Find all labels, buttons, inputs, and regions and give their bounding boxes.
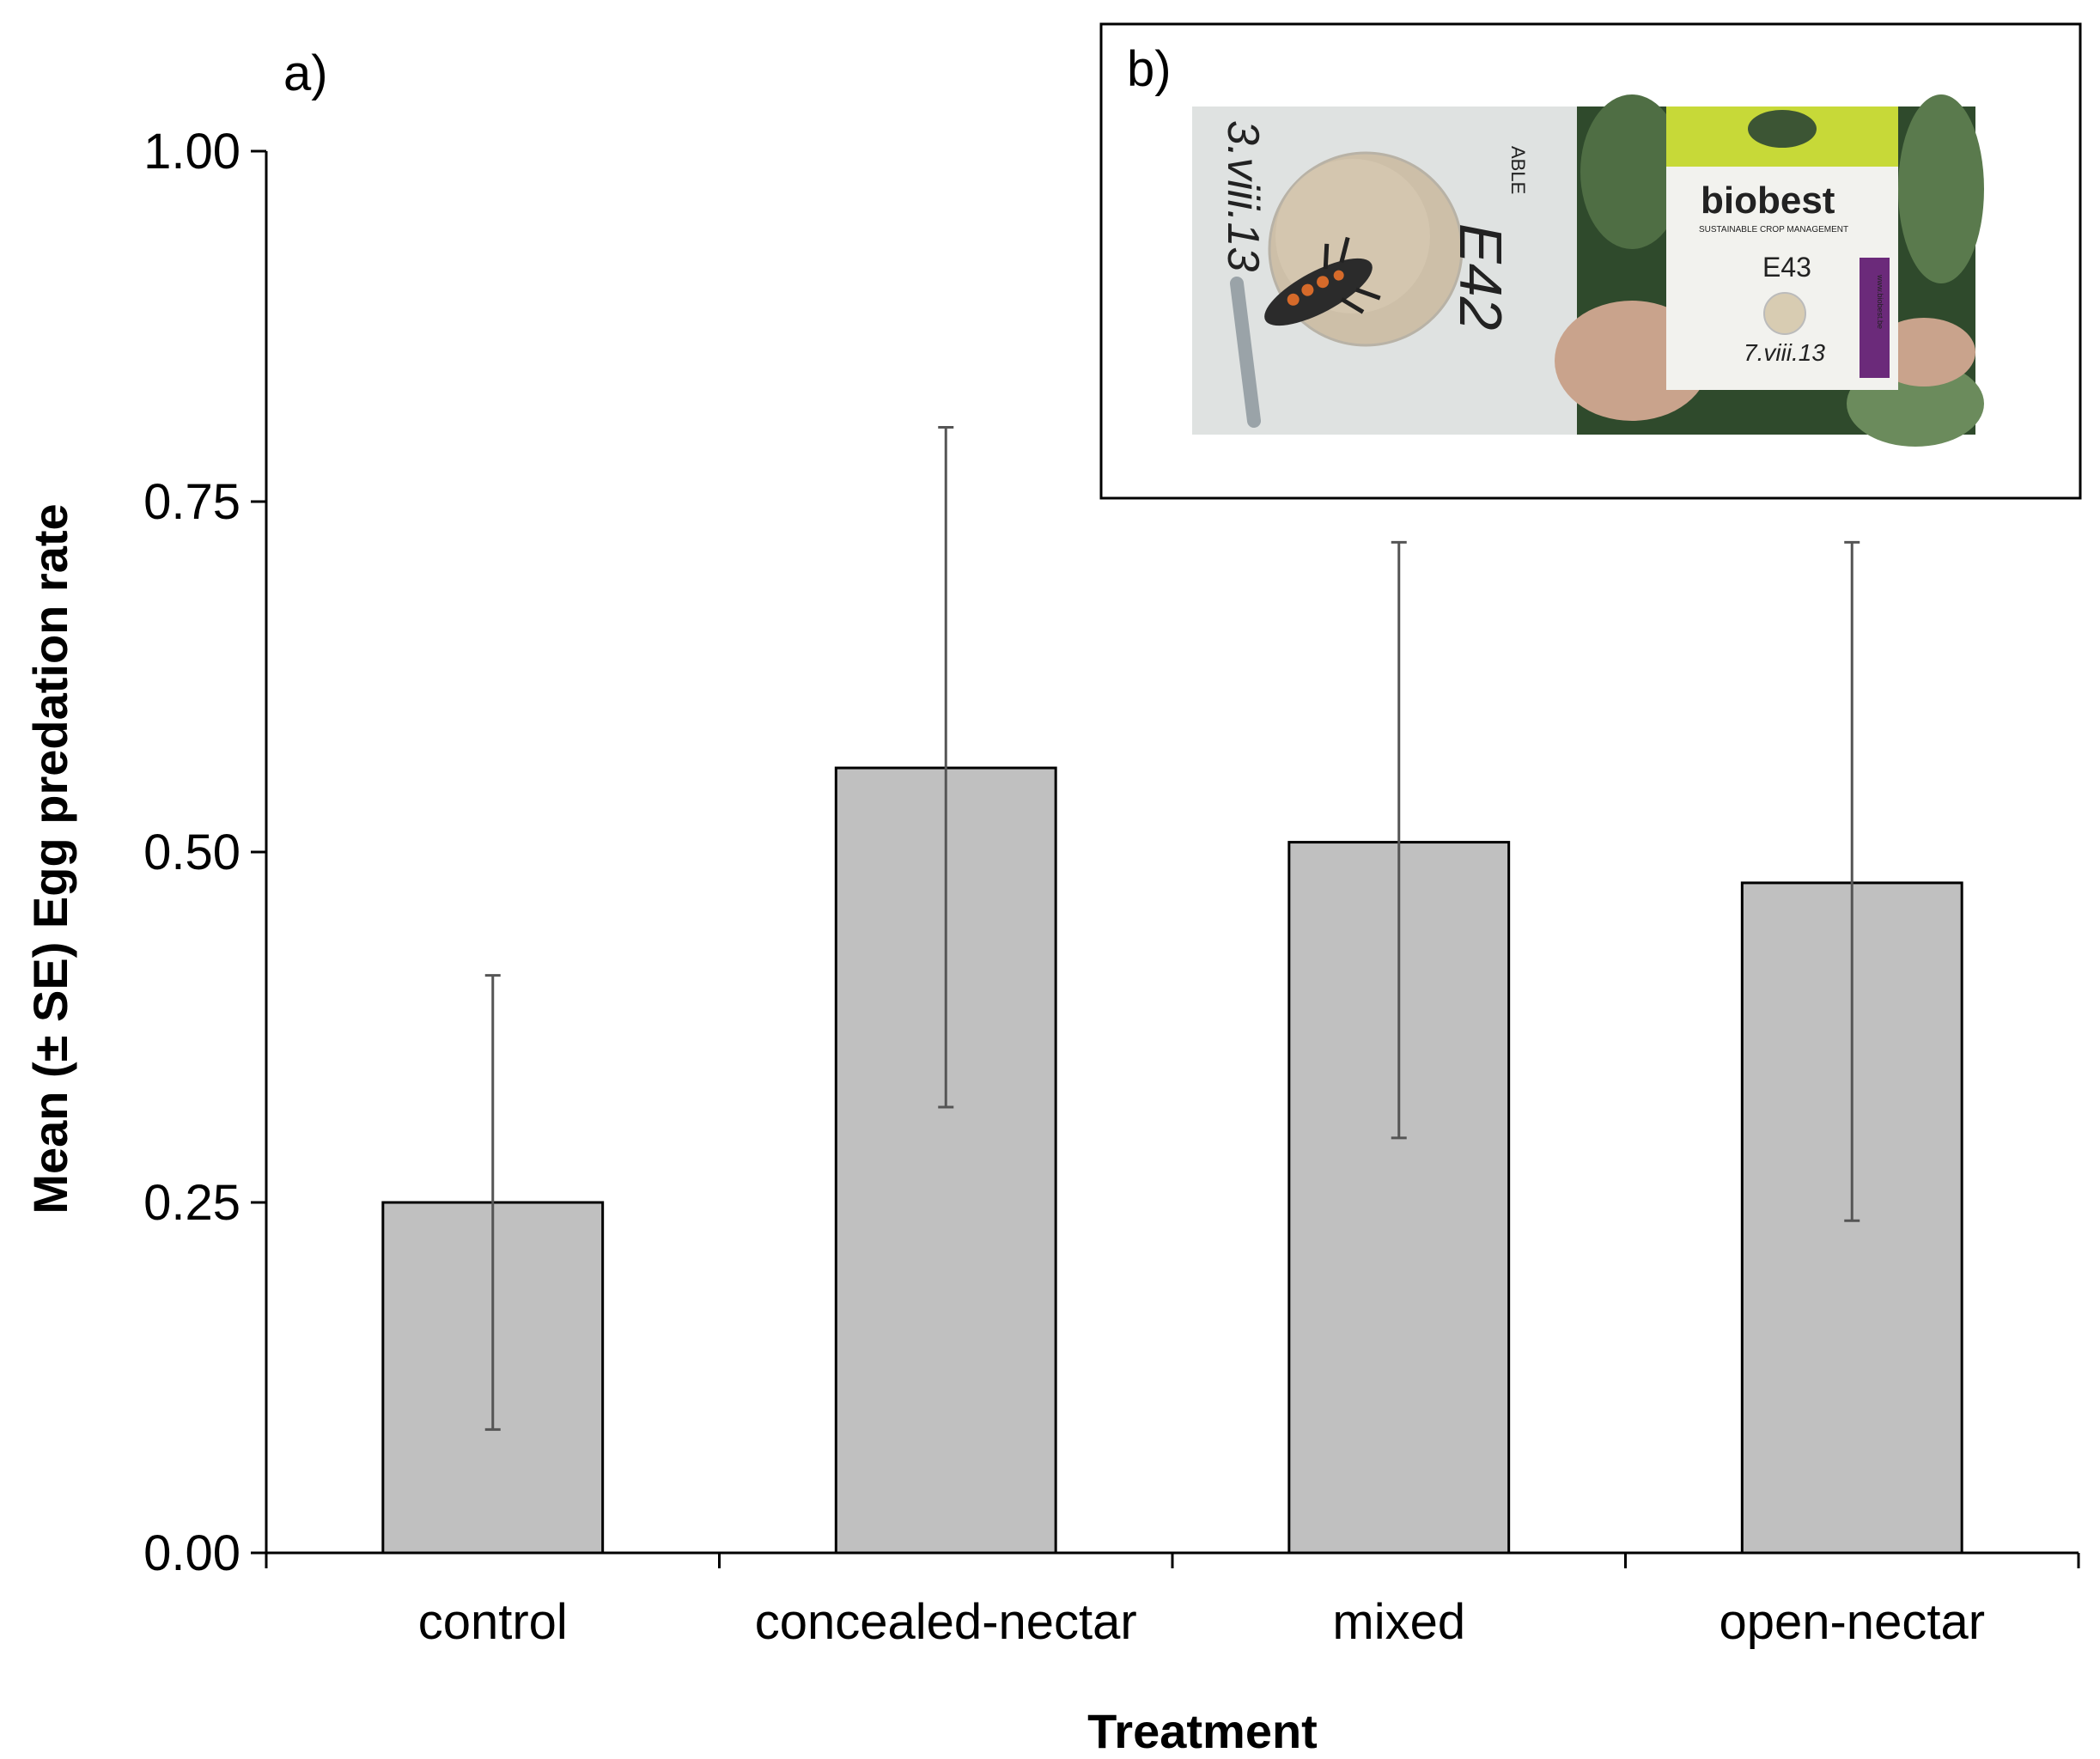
leaf-2 (1898, 94, 1984, 283)
card-right-egg-hole (1763, 292, 1806, 335)
bars (381, 766, 1963, 1555)
panel-label-a: a) (283, 46, 328, 101)
y-tick-label: 0.75 (143, 474, 240, 530)
panel-label-b: b) (1127, 41, 1172, 97)
y-tick-label: 0.00 (143, 1525, 240, 1581)
y-tick-label: 0.25 (143, 1175, 240, 1231)
leaf-1 (1580, 94, 1683, 249)
x-tick-label-concealed-nectar: concealed-nectar (755, 1594, 1137, 1650)
photo-biobest-card: biobest SUSTAINABLE CROP MANAGEMENT www.… (1555, 94, 1984, 447)
photo-larva-card: ABLE E42 3.viii.13 (1192, 107, 1577, 435)
error-bar-control (484, 974, 501, 1431)
card-right-label: E43 (1762, 252, 1811, 283)
x-tick-label-control: control (418, 1594, 568, 1650)
y-tick-label: 0.50 (143, 825, 240, 880)
y-axis-title: Mean (± SE) Egg predation rate (23, 503, 77, 1214)
card-left-date: 3.viii.13 (1218, 120, 1268, 271)
error-bar-open-nectar (1844, 540, 1860, 1222)
y-ticks: 0.00 0.25 0.50 0.75 1.00 (143, 124, 266, 1581)
error-bar-concealed-nectar (938, 426, 954, 1109)
x-tick-label-open-nectar: open-nectar (1719, 1594, 1985, 1650)
error-bars (484, 426, 1860, 1431)
brand-logo-text: biobest (1701, 180, 1835, 222)
x-tick-labels: control concealed-nectar mixed open-nectar (418, 1594, 1985, 1650)
pin (1230, 277, 1261, 428)
x-axis-title: Treatment (1087, 1704, 1318, 1758)
hang-hole (1748, 110, 1817, 148)
x-ticks (265, 1553, 2080, 1568)
card-purple-stripe (1860, 258, 1890, 378)
x-tick-label-mixed: mixed (1332, 1594, 1465, 1650)
card-right-date: 7.viii.13 (1744, 339, 1825, 366)
inset-photo-panel: b) ABLE E42 (1099, 22, 2082, 500)
brand-url: www.biobest.be (1876, 274, 1884, 329)
ladybird-larva-icon (1264, 236, 1381, 326)
error-bar-mixed (1391, 540, 1407, 1140)
card-left-edge-text: ABLE (1507, 146, 1529, 194)
brand-tagline: SUSTAINABLE CROP MANAGEMENT (1699, 225, 1848, 234)
card-left-label: E42 (1447, 223, 1514, 331)
y-tick-label: 1.00 (143, 124, 240, 180)
